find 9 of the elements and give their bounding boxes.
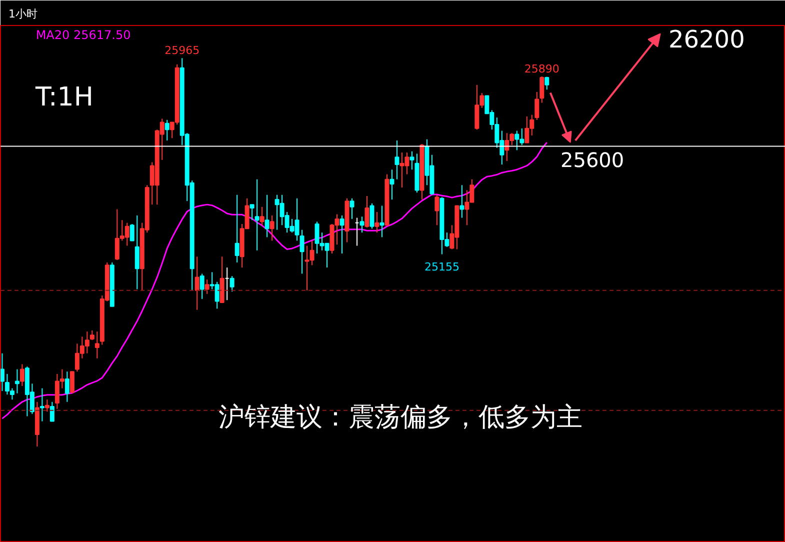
annotation: 25890: [524, 62, 560, 76]
annotation: 25965: [164, 44, 200, 58]
annotation: 沪锌建议：震荡偏多，低多为主: [218, 402, 582, 432]
text: 25600: [560, 148, 624, 172]
text: MA20 25617.50: [36, 28, 131, 42]
annotation: 25155: [424, 260, 460, 274]
annotation: T:1H: [34, 82, 94, 112]
text: 26200: [668, 26, 745, 54]
chart-title: 1小时: [8, 8, 38, 20]
